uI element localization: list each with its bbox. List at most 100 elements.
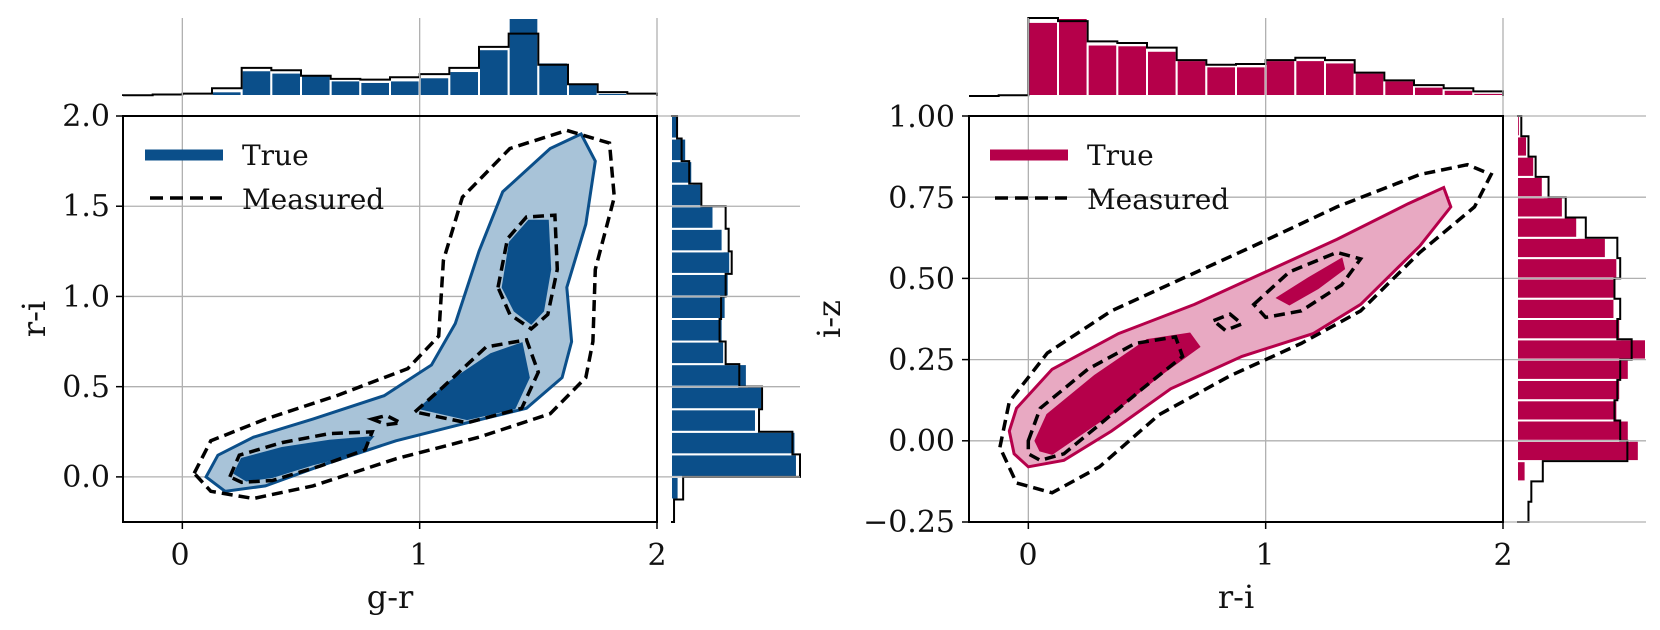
left-legend: True Measured <box>145 139 384 216</box>
right-xtick-label: 0 <box>1018 538 1037 573</box>
right-top-hist-bar <box>1027 20 1060 97</box>
right-top-hist-bar <box>1116 44 1149 97</box>
left-side-hist-bar <box>670 318 724 343</box>
right-side-marginal-histogram <box>1516 115 1647 523</box>
right-true-contour-inner <box>1034 332 1201 455</box>
right-measured-contour-inner <box>1251 250 1364 320</box>
left-x-axis-label: g-r <box>367 578 414 616</box>
left-side-hist-bar <box>670 430 797 456</box>
left-side-hist-bar <box>670 385 764 411</box>
left-xtick-label: 0 <box>170 538 189 573</box>
right-side-hist-bar <box>1516 155 1536 178</box>
left-true-contour-inner <box>501 219 552 325</box>
left-ytick-label: 1.5 <box>62 189 110 224</box>
left-top-hist-bar <box>359 80 392 97</box>
right-side-hist-bar <box>1516 358 1630 381</box>
right-side-hist-bar <box>1516 378 1622 402</box>
right-side-hist-bar <box>1516 399 1619 422</box>
left-ytick-label: 2.0 <box>62 99 110 134</box>
right-top-marginal-histogram <box>969 17 1505 98</box>
left-side-hist-bar <box>670 205 715 230</box>
left-top-hist-bar <box>240 69 273 98</box>
right-side-hist-bar <box>1516 439 1640 463</box>
left-ytick-label: 0.0 <box>62 460 110 495</box>
right-legend-measured-label: Measured <box>1087 183 1229 216</box>
right-legend: True Measured <box>990 139 1229 216</box>
left-top-hist-bar <box>507 17 540 97</box>
right-contours <box>998 162 1494 495</box>
left-plot-frame <box>122 115 658 523</box>
left-top-hist-bar <box>537 61 569 97</box>
right-top-hist-bar <box>1175 59 1208 97</box>
left-side-hist-bar <box>670 475 680 501</box>
left-side-hist-bar <box>670 227 724 253</box>
right-ytick-label: −0.25 <box>863 505 955 540</box>
left-ytick-label: 1.0 <box>62 280 110 315</box>
left-top-hist-bar <box>626 93 658 98</box>
left-side-hist-bar <box>670 250 732 275</box>
left-side-marginal-histogram <box>670 115 801 523</box>
right-side-hist-bar <box>1516 338 1647 361</box>
right-top-hist-bar <box>1146 49 1178 97</box>
left-side-hist-bar <box>670 453 798 478</box>
left-panel: 0 1 2 0.0 0.5 1.0 1.5 2.0 g-r r-i True M… <box>15 17 801 616</box>
right-y-axis-label: i-z <box>810 300 848 338</box>
right-top-hist-bar <box>1057 17 1089 97</box>
right-top-hist-bar <box>1442 88 1475 98</box>
right-top-hist-bar <box>1086 43 1119 97</box>
right-side-hist-bar <box>1516 297 1616 321</box>
left-measured-contour-inner <box>411 337 541 425</box>
left-side-hist-bar <box>670 363 748 388</box>
right-xtick-label: 1 <box>1255 538 1274 573</box>
right-ytick-label: 0.50 <box>888 262 955 297</box>
right-side-hist-bar <box>1516 318 1622 341</box>
left-true-contour-inner <box>417 342 530 421</box>
right-true-contour-inner <box>1275 257 1346 306</box>
right-measured-contour-inner <box>1210 312 1246 333</box>
right-ytick-label: 0.75 <box>888 181 955 216</box>
right-top-hist-measured-step <box>969 17 1504 97</box>
left-top-hist-bar <box>478 48 510 97</box>
left-top-hist-bar <box>329 79 362 98</box>
left-top-hist-bar <box>211 90 243 97</box>
left-y-axis-label: r-i <box>15 301 53 337</box>
right-measured-contour-inner <box>1026 334 1185 463</box>
left-legend-true-label: True <box>242 139 309 172</box>
right-plot-frame <box>968 115 1504 523</box>
right-side-hist-bar <box>1516 196 1564 219</box>
left-side-hist-bar <box>670 137 688 163</box>
left-legend-measured-label: Measured <box>242 183 384 216</box>
right-top-hist-bar <box>1353 71 1386 97</box>
left-top-hist-bar <box>389 79 421 98</box>
left-top-hist-bar <box>418 76 451 97</box>
right-side-hist-measured-step <box>1517 115 1633 523</box>
left-measured-contour-outer <box>192 128 617 501</box>
right-side-hist-bar <box>1516 277 1616 300</box>
left-side-hist-bar <box>670 408 757 433</box>
right-ticks <box>962 115 1504 529</box>
right-top-hist-bar <box>1472 91 1505 97</box>
right-side-hist-bar <box>1516 135 1529 158</box>
left-measured-contour-inner <box>366 413 407 427</box>
left-ytick-label: 0.5 <box>62 370 110 405</box>
left-top-hist-measured-step <box>122 32 658 97</box>
right-ytick-label: 1.00 <box>888 100 955 135</box>
right-top-hist-bar <box>1294 59 1327 97</box>
right-top-hist-bar <box>1413 85 1445 97</box>
right-top-hist-bar <box>1264 59 1297 97</box>
right-ytick-label: 0.00 <box>888 424 955 459</box>
left-measured-contour-inner <box>496 213 560 332</box>
right-side-hist-bar <box>1516 460 1527 483</box>
left-top-marginal-histogram <box>122 17 658 98</box>
left-contours <box>192 128 617 501</box>
left-measured-contour-inner <box>227 429 375 485</box>
right-ytick-label: 0.25 <box>888 343 955 378</box>
left-side-hist-bar <box>670 340 726 366</box>
right-top-hist-bar <box>1235 65 1267 97</box>
right-side-hist-bar <box>1516 115 1521 138</box>
left-xtick-label: 2 <box>647 538 666 573</box>
right-side-hist-bar <box>1516 236 1607 260</box>
right-measured-contour-outer <box>998 162 1494 495</box>
left-xtick-label: 1 <box>409 538 428 573</box>
